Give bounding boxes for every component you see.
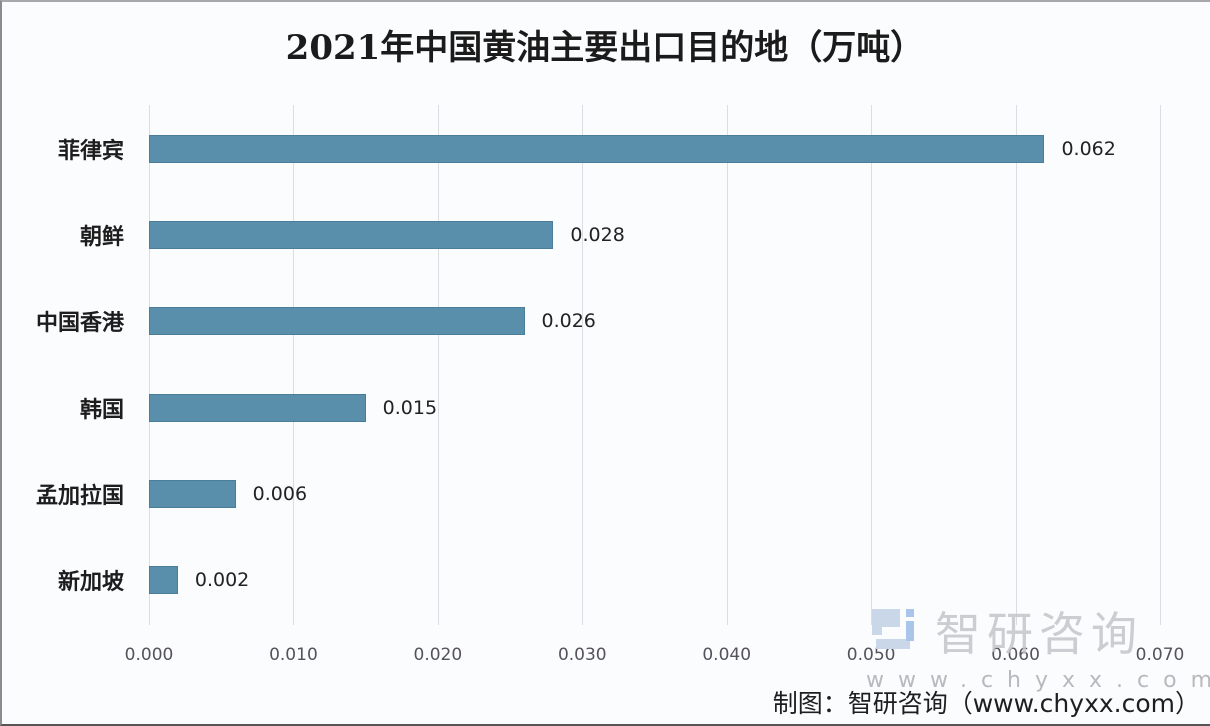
source-credit: 制图：智研咨询（www.chyxx.com） [772, 689, 1200, 718]
bar [149, 566, 178, 594]
x-tick-label: 0.060 [991, 645, 1040, 665]
category-label: 新加坡 [57, 569, 124, 595]
category-label: 韩国 [79, 396, 124, 423]
gridline [149, 105, 150, 625]
data-label: 0.006 [252, 482, 308, 505]
data-label: 0.026 [541, 310, 596, 333]
plot-area [149, 105, 1161, 625]
gridline [582, 105, 584, 625]
bar [149, 221, 554, 250]
gridline [293, 105, 295, 625]
x-tick-label: 0.020 [413, 645, 463, 665]
category-label: 中国香港 [35, 310, 124, 337]
gridline [1015, 105, 1017, 625]
data-label: 0.002 [194, 569, 250, 591]
watermark-url: www.chyxx.com [866, 668, 1210, 693]
data-label: 0.062 [1061, 138, 1116, 160]
gridline [1160, 105, 1161, 625]
bar [149, 479, 236, 508]
bar [149, 135, 1045, 163]
x-tick-label: 0.040 [702, 645, 752, 665]
chart-title: 2021年中国黄油主要出口目的地（万吨） [285, 28, 925, 68]
watermark-logo-icon [870, 605, 924, 651]
bar [149, 393, 366, 422]
gridline [726, 105, 728, 625]
x-tick-label: 0.010 [269, 645, 318, 665]
watermark-brand: 智研咨询 [935, 607, 1143, 661]
bar [149, 307, 525, 336]
data-label: 0.028 [570, 224, 625, 247]
category-label: 菲律宾 [57, 138, 124, 164]
data-label: 0.015 [382, 396, 438, 419]
x-tick-label: 0.050 [846, 645, 896, 665]
x-tick-label: 0.000 [124, 645, 174, 665]
x-tick-label: 0.030 [557, 645, 607, 665]
x-tick-label: 0.070 [1135, 645, 1185, 665]
category-label: 朝鲜 [79, 224, 124, 251]
category-label: 孟加拉国 [35, 482, 124, 509]
gridline [871, 105, 873, 625]
gridline [437, 105, 439, 625]
